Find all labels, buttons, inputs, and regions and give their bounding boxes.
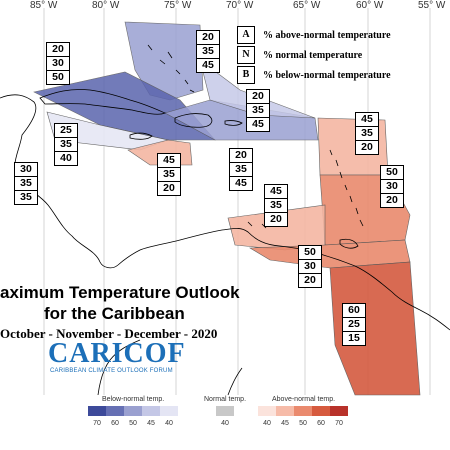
caricof-logo: CARICOF <box>48 338 186 369</box>
coastlines <box>0 44 450 396</box>
prob-box-cayman: 25 35 40 <box>54 123 78 166</box>
key-below-normal: B % below-normal temperature <box>237 66 391 84</box>
prob-box-bahamas: 20 35 45 <box>196 30 220 73</box>
colorbar-above-tick: 50 <box>299 420 307 427</box>
colorbar-below-cell <box>88 406 106 416</box>
prob-box-guianas: 60 25 15 <box>342 303 366 346</box>
colorbar-below-cell <box>124 406 142 416</box>
zone-turks-caicos <box>199 59 316 119</box>
prob-above: 20 <box>47 43 69 57</box>
prob-box-lesser-antilles-south: 50 30 20 <box>380 165 404 208</box>
colorbar-normal-label: Normal temp. <box>204 396 247 403</box>
lon-label-65w: 65° W <box>293 0 321 11</box>
prob-below: 20 <box>304 274 316 286</box>
colorbar-normal-tick: 40 <box>221 420 229 427</box>
colorbar-below-tick: 70 <box>93 420 101 427</box>
key-text-b: % below-normal temperature <box>263 69 391 81</box>
prob-above: 50 <box>381 166 403 180</box>
prob-normal: 35 <box>356 127 378 141</box>
prob-below: 15 <box>348 332 360 344</box>
caricof-logo-subtitle: CARIBBEAN CLIMATE OUTLOOK FORUM <box>50 368 173 374</box>
prob-box-lesser-antilles-north: 45 35 20 <box>355 112 379 155</box>
prob-normal: 30 <box>299 260 321 274</box>
key-text-a: % above-normal temperature <box>263 29 391 41</box>
colorbar-above-cell <box>258 406 276 416</box>
key-letter-a: A <box>237 26 255 44</box>
prob-box-turks-caicos: 20 35 45 <box>246 89 270 132</box>
prob-box-cuba: 20 30 50 <box>46 42 70 85</box>
colorbar-above-tick: 60 <box>317 420 325 427</box>
map-title-line2: for the Caribbean <box>44 304 185 323</box>
prob-above: 20 <box>247 90 269 104</box>
colorbar-below-tick: 40 <box>165 420 173 427</box>
colorbar-below-tick: 60 <box>111 420 119 427</box>
prob-above: 20 <box>197 31 219 45</box>
colorbar-above-cell <box>312 406 330 416</box>
prob-normal: 35 <box>265 199 287 213</box>
colorbar-below-cell <box>160 406 178 416</box>
prob-box-central-america: 30 35 35 <box>14 162 38 205</box>
prob-normal: 35 <box>55 138 77 152</box>
prob-below: 20 <box>270 213 282 225</box>
prob-above: 25 <box>55 124 77 138</box>
prob-above: 45 <box>356 113 378 127</box>
lon-label-80w: 80° W <box>92 0 120 11</box>
colorbar-above-tick: 40 <box>263 420 271 427</box>
colorbar-normal-cell <box>216 406 234 416</box>
prob-above: 30 <box>15 163 37 177</box>
prob-below: 20 <box>386 194 398 206</box>
prob-above: 45 <box>265 185 287 199</box>
prob-normal: 30 <box>47 57 69 71</box>
prob-normal: 35 <box>230 163 252 177</box>
prob-above: 20 <box>230 149 252 163</box>
colorbar-below-cell <box>106 406 124 416</box>
colorbar-above-label: Above-normal temp. <box>272 396 336 403</box>
prob-normal: 35 <box>158 168 180 182</box>
prob-normal: 30 <box>381 180 403 194</box>
lon-label-85w: 85° W <box>30 0 58 11</box>
colorbar-above-tick: 45 <box>281 420 289 427</box>
key-normal: N % normal temperature <box>237 46 362 64</box>
prob-box-hispaniola: 20 35 45 <box>229 148 253 191</box>
colorbar-above-tick: 70 <box>335 420 343 427</box>
prob-above: 60 <box>343 304 365 318</box>
map-title-line1: aximum Temperature Outlook <box>0 283 240 302</box>
prob-box-jamaica: 45 35 20 <box>157 153 181 196</box>
prob-below: 20 <box>361 141 373 153</box>
lon-label-60w: 60° W <box>356 0 384 11</box>
key-letter-n: N <box>237 46 255 64</box>
colorbar-below-tick: 45 <box>147 420 155 427</box>
key-above-normal: A % above-normal temperature <box>237 26 391 44</box>
prob-normal: 35 <box>15 177 37 191</box>
prob-normal: 25 <box>343 318 365 332</box>
colorbar-above-cell <box>276 406 294 416</box>
prob-below: 45 <box>235 177 247 189</box>
colorbar-above-cell <box>330 406 348 416</box>
period-label: October - November - December - 2020 <box>0 326 218 341</box>
prob-box-abc-islands: 45 35 20 <box>264 184 288 227</box>
prob-below: 45 <box>202 59 214 71</box>
prob-below: 35 <box>20 191 32 203</box>
colorbar-below-tick: 50 <box>129 420 137 427</box>
prob-below: 40 <box>60 152 72 164</box>
lon-label-70w: 70° W <box>226 0 254 11</box>
zone-guianas <box>329 261 421 396</box>
prob-below: 45 <box>252 118 264 130</box>
prob-normal: 35 <box>247 104 269 118</box>
colorbar-below-label: Below-normal temp. <box>102 396 165 403</box>
lon-label-55w: 55° W <box>418 0 446 11</box>
prob-above: 50 <box>299 246 321 260</box>
lon-label-75w: 75° W <box>164 0 192 11</box>
prob-below: 50 <box>52 71 64 83</box>
key-letter-b: B <box>237 66 255 84</box>
colorbar-below-cell <box>142 406 160 416</box>
key-text-n: % normal temperature <box>263 49 363 61</box>
prob-normal: 35 <box>197 45 219 59</box>
prob-below: 20 <box>163 182 175 194</box>
colorbar-above-cell <box>294 406 312 416</box>
prob-box-trinidad: 50 30 20 <box>298 245 322 288</box>
prob-above: 45 <box>158 154 180 168</box>
